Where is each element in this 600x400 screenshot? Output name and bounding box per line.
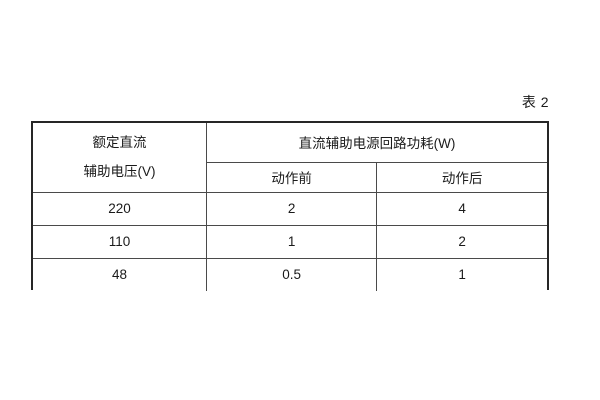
header-cell-group-power: 直流辅助电源回路功耗(W) xyxy=(206,123,547,163)
cell-after-action: 1 xyxy=(376,257,547,291)
cell-before-action: 0.5 xyxy=(205,257,378,291)
cell-voltage: 110 xyxy=(33,224,207,259)
table-header-row-secondary: 动作前 动作后 xyxy=(33,161,547,193)
header-stub-line-2: 辅助电压(V) xyxy=(83,164,156,180)
table-row: 220 2 4 xyxy=(33,191,547,226)
cell-before-action: 1 xyxy=(205,224,378,259)
cell-before-action: 2 xyxy=(205,191,378,226)
header-cell-before-action: 动作前 xyxy=(206,161,378,193)
table-caption: 表 2 xyxy=(521,94,549,110)
header-stub-line-1: 额定直流 xyxy=(92,134,147,150)
power-consumption-table: 额定直流 辅助电压(V) 直流辅助电源回路功耗(W) 动作前 动作后 220 2… xyxy=(33,123,547,291)
cell-voltage: 220 xyxy=(33,191,207,226)
table-row: 110 1 2 xyxy=(33,224,547,259)
table-header-row-primary: 额定直流 辅助电压(V) 直流辅助电源回路功耗(W) xyxy=(33,123,547,193)
header-cell-after-action: 动作后 xyxy=(376,161,547,193)
cell-voltage: 48 xyxy=(33,257,207,291)
cell-after-action: 2 xyxy=(376,224,547,259)
table-container: 额定直流 辅助电压(V) 直流辅助电源回路功耗(W) 动作前 动作后 220 2… xyxy=(31,121,549,291)
cell-after-action: 4 xyxy=(376,191,547,226)
header-cell-rated-dc-voltage: 额定直流 辅助电压(V) xyxy=(33,123,207,193)
table-row: 48 0.5 1 xyxy=(33,257,547,291)
